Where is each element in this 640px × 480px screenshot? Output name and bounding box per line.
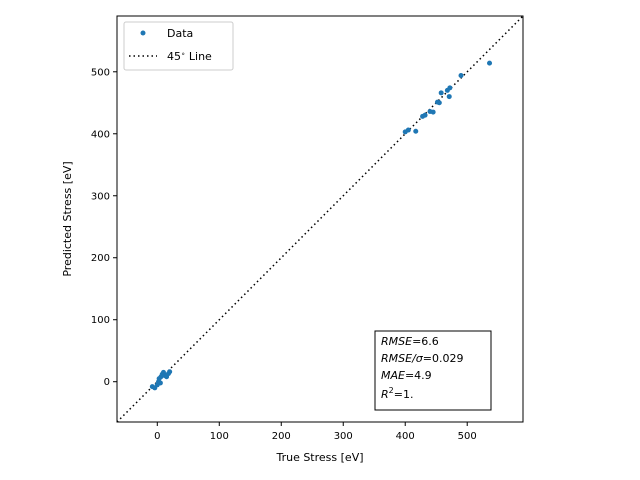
y-tick-label: 0 bbox=[104, 377, 110, 388]
stat-r2: R2=1. bbox=[381, 386, 413, 401]
data-point bbox=[438, 90, 444, 96]
y-tick-label: 100 bbox=[91, 315, 110, 326]
legend: Data 45∘ Line bbox=[123, 21, 234, 71]
x-tick-label: 300 bbox=[334, 431, 353, 442]
x-tick-label: 200 bbox=[272, 431, 291, 442]
data-point bbox=[430, 109, 436, 115]
legend-data-marker bbox=[140, 30, 146, 36]
plot-area bbox=[116, 15, 524, 423]
diagonal-reference-line bbox=[116, 15, 524, 423]
data-point bbox=[405, 127, 411, 133]
x-tick-label: 0 bbox=[154, 431, 160, 442]
y-axis-ticks: 0 100 200 300 400 500 bbox=[91, 67, 117, 388]
data-point bbox=[446, 94, 452, 100]
y-axis-label: Predicted Stress [eV] bbox=[61, 161, 74, 276]
legend-data-label: Data bbox=[167, 27, 193, 40]
legend-frame bbox=[123, 21, 234, 71]
x-tick-label: 100 bbox=[210, 431, 229, 442]
x-tick-label: 400 bbox=[396, 431, 415, 442]
plot-frame bbox=[116, 15, 524, 423]
data-point bbox=[422, 112, 428, 118]
x-tick-label: 500 bbox=[458, 431, 477, 442]
data-point bbox=[487, 60, 493, 66]
legend-line-label: 45∘ Line bbox=[167, 50, 212, 63]
stat-mae: MAE=4.9 bbox=[381, 369, 432, 382]
data-point bbox=[157, 380, 163, 386]
data-point bbox=[167, 369, 173, 375]
stat-rmse: RMSE=6.6 bbox=[381, 335, 439, 348]
y-tick-label: 300 bbox=[91, 191, 110, 202]
stat-rmse-sigma: RMSE/σ=0.029 bbox=[381, 352, 463, 365]
stats-box: RMSE=6.6 RMSE/σ=0.029 MAE=4.9 R2=1. bbox=[374, 330, 492, 411]
data-point bbox=[436, 100, 442, 106]
x-axis-label: True Stress [eV] bbox=[275, 451, 363, 464]
y-tick-label: 400 bbox=[91, 129, 110, 140]
data-point bbox=[458, 73, 464, 79]
y-tick-label: 500 bbox=[91, 67, 110, 78]
y-tick-label: 200 bbox=[91, 253, 110, 264]
stats-frame bbox=[374, 330, 492, 411]
data-point bbox=[447, 85, 453, 91]
x-axis-ticks: 0 100 200 300 400 500 bbox=[154, 422, 477, 442]
data-point bbox=[413, 128, 419, 134]
